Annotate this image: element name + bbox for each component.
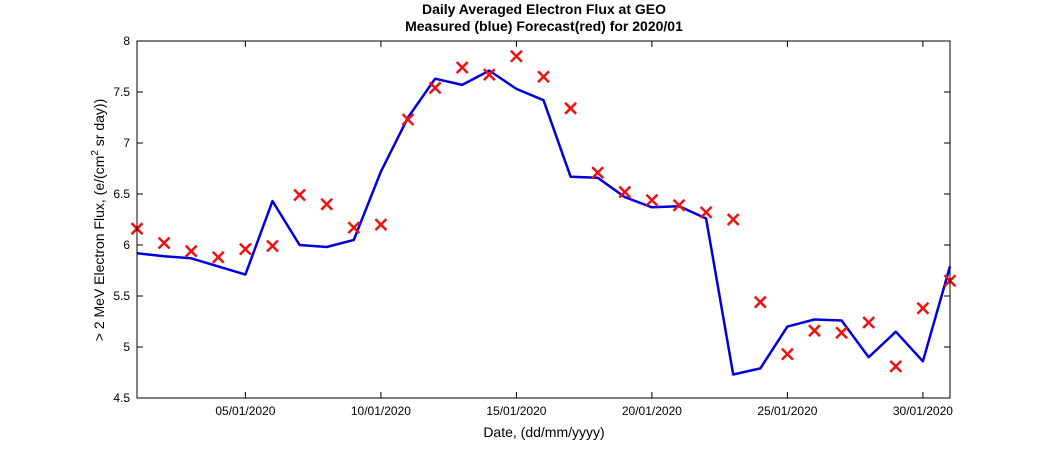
forecast-point <box>618 185 632 199</box>
forecast-point <box>347 221 361 235</box>
forecast-point <box>916 301 930 315</box>
chart-subtitle: Measured (blue) Forecast(red) for 2020/0… <box>405 18 683 34</box>
forecast-point <box>401 113 415 126</box>
x-tick-label: 05/01/2020 <box>215 404 275 418</box>
forecast-marker-stroke <box>645 193 659 207</box>
y-axis-label: > 2 MeV Electron Flux, (e/(cm2 sr day)) <box>90 99 107 341</box>
y-tick-label: 8 <box>123 34 130 48</box>
forecast-marker-stroke <box>293 188 306 202</box>
plot-area <box>137 41 950 398</box>
forecast-marker-stroke <box>889 359 903 373</box>
forecast-marker-stroke <box>455 61 469 74</box>
forecast-point <box>889 359 903 373</box>
y-axis-label-main: > 2 MeV Electron Flux, (e/(cm <box>91 156 107 342</box>
x-tick-label: 20/01/2020 <box>622 404 682 418</box>
forecast-marker-stroke <box>781 347 794 361</box>
forecast-point <box>645 193 659 207</box>
y-tick-label: 5 <box>123 340 130 354</box>
forecast-marker-stroke <box>753 295 767 309</box>
forecast-point <box>699 205 713 219</box>
forecast-marker-stroke <box>157 236 171 250</box>
forecast-marker-stroke <box>862 316 876 329</box>
forecast-marker-stroke <box>591 166 605 179</box>
y-tick-label: 6 <box>123 238 130 252</box>
x-axis-label: Date, (dd/mm/yyyy) <box>483 424 604 440</box>
forecast-marker-stroke <box>347 221 361 235</box>
forecast-point <box>482 68 496 82</box>
y-tick-label: 5.5 <box>113 289 130 303</box>
x-tick-label: 10/01/2020 <box>351 404 411 418</box>
forecast-point <box>157 236 171 250</box>
forecast-point <box>808 324 821 338</box>
forecast-point <box>510 49 523 63</box>
forecast-point <box>835 326 848 340</box>
forecast-marker-stroke <box>564 101 577 115</box>
forecast-marker-stroke <box>618 185 632 199</box>
forecast-point <box>564 101 577 115</box>
plot-frame <box>136 40 951 399</box>
forecast-point <box>672 198 686 212</box>
forecast-marker-stroke <box>835 326 848 340</box>
forecast-point <box>753 295 767 309</box>
y-tick-label: 6.5 <box>113 187 130 201</box>
measured-series-line <box>136 69 952 376</box>
forecast-marker-stroke <box>184 244 198 258</box>
forecast-marker-stroke <box>374 218 388 231</box>
forecast-marker-stroke <box>428 81 442 95</box>
forecast-marker-stroke <box>726 213 740 226</box>
forecast-marker-stroke <box>211 250 225 264</box>
y-tick-label: 7 <box>123 136 130 150</box>
forecast-point <box>726 213 740 226</box>
forecast-point <box>293 188 306 202</box>
forecast-point <box>239 242 252 256</box>
forecast-marker-stroke <box>266 239 279 253</box>
forecast-point <box>320 197 334 211</box>
x-axis-ticks: 05/01/2020 10/01/2020 15/01/2020 20/01/2020… <box>215 41 953 418</box>
chart-title: Daily Averaged Electron Flux at GEO <box>422 1 666 17</box>
forecast-point <box>862 316 876 329</box>
forecast-marker-stroke <box>699 205 713 219</box>
series-layer <box>130 49 957 376</box>
x-tick-label: 30/01/2020 <box>893 404 953 418</box>
forecast-marker-stroke <box>482 68 496 82</box>
forecast-point <box>537 70 550 84</box>
forecast-point <box>591 166 605 179</box>
forecast-point <box>781 347 794 361</box>
forecast-marker-stroke <box>510 49 523 63</box>
forecast-point <box>428 81 442 95</box>
forecast-point <box>266 239 279 253</box>
forecast-marker-stroke <box>916 301 930 315</box>
forecast-point <box>374 218 388 231</box>
x-tick-label: 25/01/2020 <box>757 404 817 418</box>
y-axis-label-superscript: 2 <box>90 150 101 156</box>
forecast-marker-stroke <box>320 197 334 211</box>
forecast-marker-stroke <box>537 70 550 84</box>
forecast-marker-stroke <box>808 324 821 338</box>
y-axis-label-tail: sr day)) <box>91 99 107 150</box>
forecast-marker-stroke <box>672 198 686 212</box>
forecast-point <box>211 250 225 264</box>
y-tick-label: 4.5 <box>113 391 130 405</box>
forecast-marker-stroke <box>401 113 415 126</box>
forecast-point <box>455 61 469 74</box>
x-tick-label: 15/01/2020 <box>486 404 546 418</box>
forecast-point <box>184 244 198 258</box>
y-tick-label: 7.5 <box>113 85 130 99</box>
forecast-marker-stroke <box>239 242 252 256</box>
